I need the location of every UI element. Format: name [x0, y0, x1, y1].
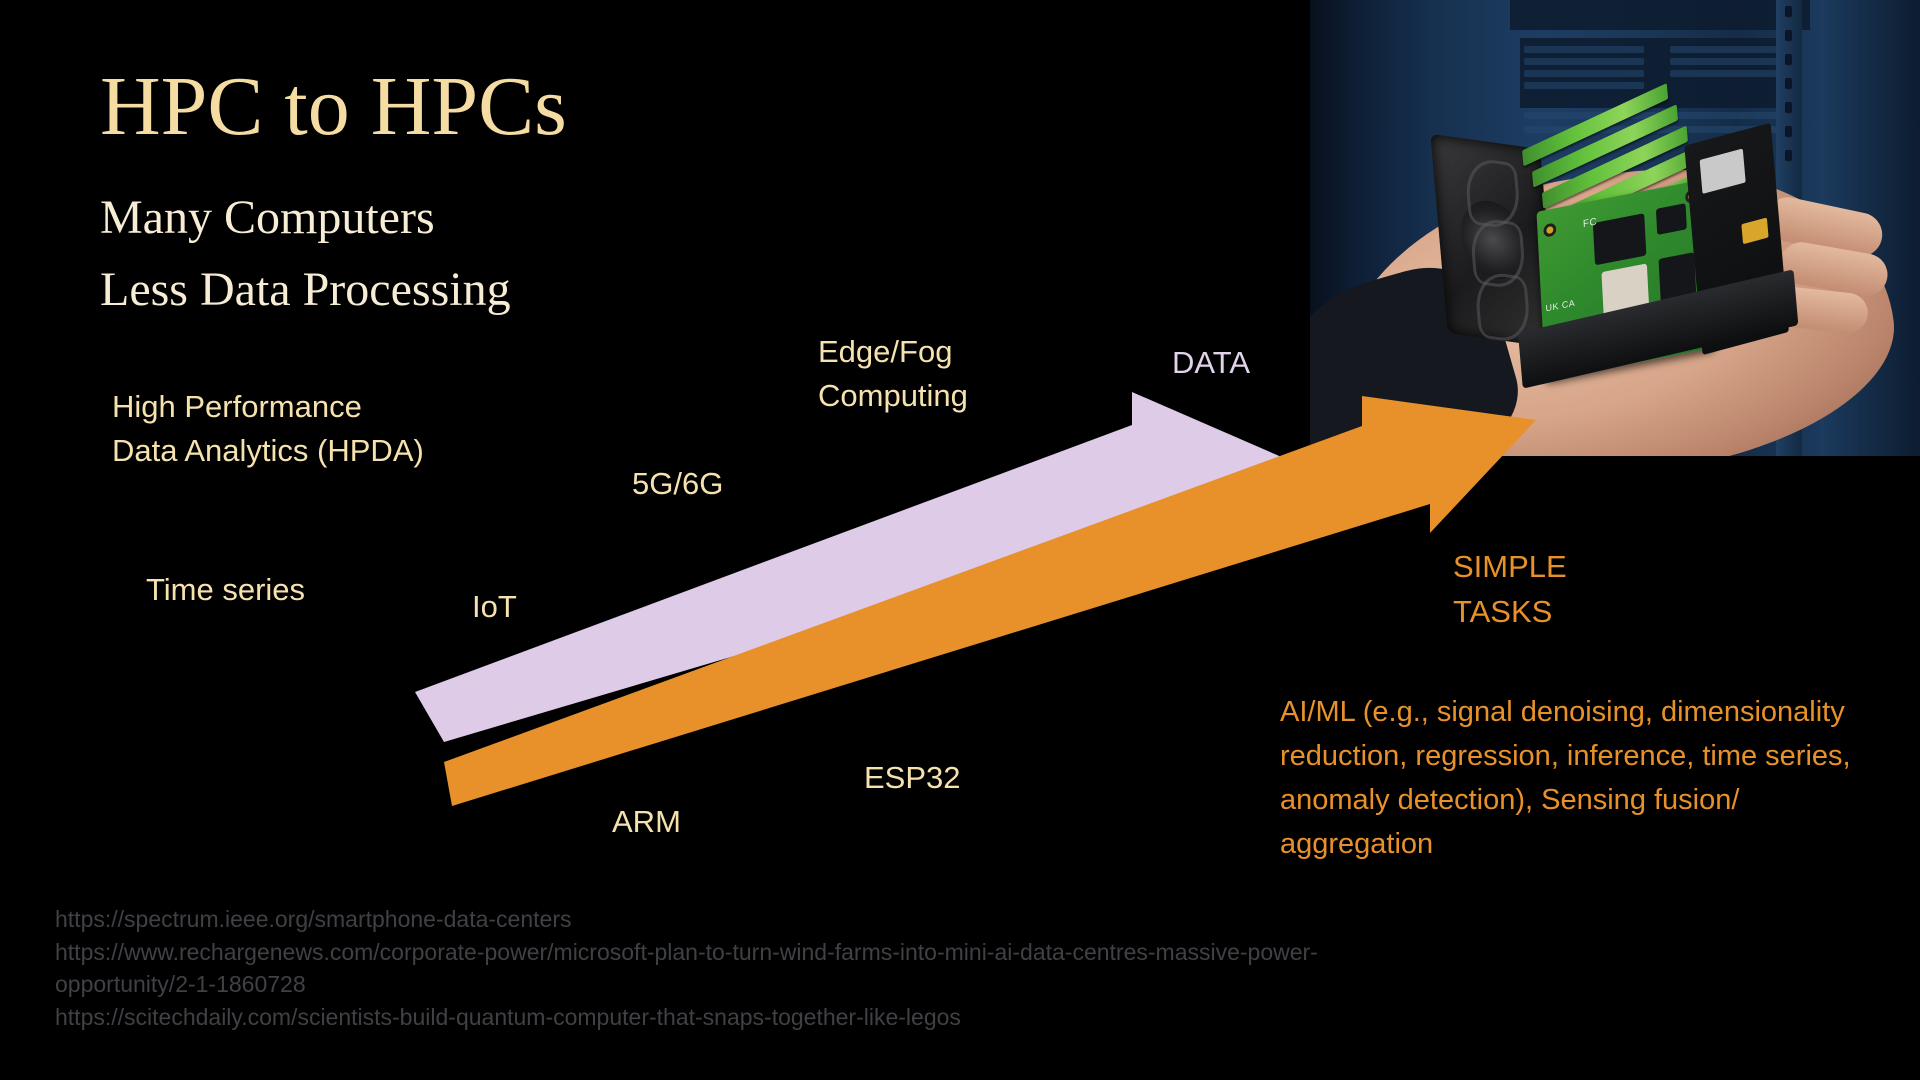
- ribbon-connector: [1741, 217, 1769, 245]
- soc-chip: [1592, 213, 1647, 266]
- label-data: DATA: [1172, 345, 1251, 380]
- label-arm: ARM: [612, 804, 681, 839]
- label-edge-fog-line-1: Edge/Fog: [818, 334, 953, 369]
- rack-vent: [1524, 58, 1644, 65]
- label-time-series: Time series: [146, 572, 306, 607]
- rack-vent: [1670, 58, 1780, 65]
- memory-chip: [1655, 203, 1687, 235]
- usb-connector: [1699, 148, 1746, 194]
- label-hpda: High Performance Data Analytics (HPDA): [112, 385, 424, 473]
- aiml-description: AI/ML (e.g., signal denoising, dimension…: [1280, 696, 1851, 861]
- reference-link-3[interactable]: https://scitechdaily.com/scientists-buil…: [55, 1003, 961, 1030]
- label-edge-fog-computing: Edge/Fog Computing: [818, 330, 968, 418]
- rack-vent: [1524, 46, 1644, 53]
- ukca-mark-label: UK CA: [1545, 297, 1576, 314]
- page-title: HPC to HPCs: [100, 60, 567, 153]
- rack-panel: [1510, 0, 1810, 30]
- rack-vent: [1670, 70, 1780, 77]
- rack-vent: [1670, 46, 1780, 53]
- label-iot: IoT: [472, 589, 517, 624]
- label-simple-line-2: TASKS: [1453, 593, 1553, 629]
- raspberry-pi-cluster-photo: FC UK CA CE ❄: [1310, 0, 1920, 456]
- rack-vent: [1524, 70, 1644, 77]
- rack-vent: [1524, 82, 1644, 89]
- label-hpda-line-2: Data Analytics (HPDA): [112, 433, 424, 469]
- label-hpda-line-1: High Performance: [112, 389, 362, 424]
- reference-link-2[interactable]: https://www.rechargenews.com/corporate-p…: [55, 938, 1318, 965]
- label-5g-6g: 5G/6G: [632, 466, 724, 501]
- reference-link-2-continued[interactable]: opportunity/2-1-1860728: [55, 971, 306, 998]
- label-esp32: ESP32: [864, 760, 961, 795]
- lavender-arrow: [415, 392, 1300, 742]
- label-edge-fog-line-2: Computing: [818, 378, 968, 414]
- subtitle-line-2: Less Data Processing: [100, 263, 511, 316]
- reference-link-1[interactable]: https://spectrum.ieee.org/smartphone-dat…: [55, 906, 572, 932]
- pi-cluster: FC UK CA CE ❄: [1428, 77, 1812, 397]
- label-simple-tasks: SIMPLE TASKS: [1453, 545, 1567, 635]
- subtitle-line-1: Many Computers: [100, 191, 435, 244]
- label-simple-line-1: SIMPLE: [1453, 549, 1567, 584]
- reference-links: https://spectrum.ieee.org/smartphone-dat…: [55, 903, 1855, 1034]
